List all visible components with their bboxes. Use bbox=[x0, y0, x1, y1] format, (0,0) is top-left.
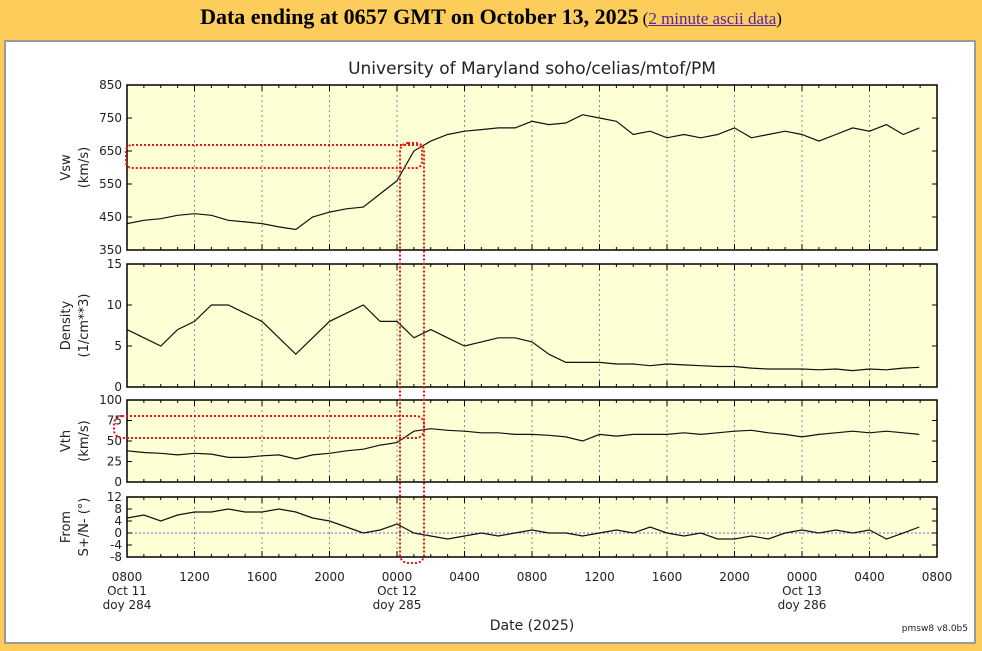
date-label: Oct 11 bbox=[107, 584, 147, 598]
annotation-marks bbox=[113, 142, 425, 564]
plot-area bbox=[127, 85, 937, 250]
series-line-density bbox=[126, 304, 920, 372]
y-tick-label: -8 bbox=[110, 550, 122, 564]
y-axis-label: Vth bbox=[59, 430, 74, 452]
y-tick-label: -4 bbox=[110, 538, 122, 552]
paren-open: ( bbox=[642, 9, 649, 28]
date-label: Oct 13 bbox=[782, 584, 822, 598]
y-tick-label: 25 bbox=[107, 455, 122, 469]
chart-title: University of Maryland soho/celias/mtof/… bbox=[348, 59, 716, 79]
date-label: Oct 12 bbox=[377, 584, 417, 598]
plot-border bbox=[126, 399, 938, 483]
y-axis-label: From bbox=[59, 511, 74, 543]
plot-border bbox=[126, 496, 938, 558]
panel-density: 0 5 10 15 Density (1/cm**3) bbox=[59, 257, 938, 394]
x-tick-label: 2000 bbox=[719, 570, 750, 584]
doy-label: doy 285 bbox=[373, 598, 422, 612]
x-tick-label: 2000 bbox=[314, 570, 345, 584]
panel-vsw: 350 450 550 650 750 850 Vsw (km/s) bbox=[59, 78, 938, 257]
x-tick-label: 1600 bbox=[652, 570, 683, 584]
y-tick-label: 0 bbox=[114, 475, 122, 489]
x-tick-label: 0400 bbox=[449, 570, 480, 584]
x-tick-label: 0800 bbox=[112, 570, 143, 584]
plot-border bbox=[126, 263, 938, 388]
page-title: Data ending at 0657 GMT on October 13, 2… bbox=[200, 4, 639, 29]
y-tick-label: 100 bbox=[99, 393, 122, 407]
ascii-data-link[interactable]: 2 minute ascii data bbox=[648, 9, 777, 28]
y-tick-label: 15 bbox=[107, 257, 122, 271]
x-tick-label: 0800 bbox=[922, 570, 953, 584]
x-tick-label: 0400 bbox=[854, 570, 885, 584]
annotation-vth-box bbox=[113, 415, 425, 439]
plot-border bbox=[126, 84, 938, 251]
paren-close: ) bbox=[776, 9, 782, 28]
y-axis-label: Density bbox=[59, 300, 74, 350]
doy-label: doy 284 bbox=[103, 598, 152, 612]
doy-label: doy 286 bbox=[778, 598, 827, 612]
y-tick-label: 550 bbox=[99, 177, 122, 191]
y-tick-label: 50 bbox=[107, 434, 122, 448]
series-line-angle bbox=[126, 508, 920, 540]
y-tick-label: 850 bbox=[99, 78, 122, 92]
x-tick-label: 0000 bbox=[382, 570, 413, 584]
series-line-vth bbox=[126, 428, 920, 460]
y-axis-unit: (km/s) bbox=[77, 420, 92, 462]
y-tick-label: 8 bbox=[114, 502, 122, 516]
x-tick-label: 1600 bbox=[247, 570, 278, 584]
y-tick-label: 4 bbox=[114, 514, 122, 528]
y-tick-label: 10 bbox=[107, 298, 122, 312]
page-header: Data ending at 0657 GMT on October 13, 2… bbox=[0, 4, 982, 30]
y-tick-label: 350 bbox=[99, 243, 122, 257]
series-line-vsw bbox=[126, 114, 920, 231]
y-tick-label: 650 bbox=[99, 144, 122, 158]
x-tick-label: 1200 bbox=[584, 570, 615, 584]
x-tick-label: 0800 bbox=[517, 570, 548, 584]
version-footer: pmsw8 v8.0b5 bbox=[902, 624, 968, 634]
y-tick-label: 5 bbox=[114, 339, 122, 353]
y-tick-label: 0 bbox=[114, 380, 122, 394]
y-axis-unit: (1/cm**3) bbox=[77, 294, 92, 358]
x-tick-label: 1200 bbox=[179, 570, 210, 584]
y-tick-label: 12 bbox=[107, 490, 122, 504]
y-axis-unit: S+/N- (°) bbox=[77, 498, 92, 557]
annotation-vertical-box bbox=[399, 142, 425, 564]
y-tick-label: 750 bbox=[99, 111, 122, 125]
x-tick-label: 0000 bbox=[787, 570, 818, 584]
y-axis-label: Vsw bbox=[59, 154, 74, 181]
y-tick-label: 0 bbox=[114, 526, 122, 540]
y-axis-unit: (km/s) bbox=[77, 147, 92, 189]
annotation-vsw-box bbox=[125, 144, 423, 169]
x-axis-label: Date (2025) bbox=[490, 618, 574, 634]
y-tick-label: 450 bbox=[99, 210, 122, 224]
